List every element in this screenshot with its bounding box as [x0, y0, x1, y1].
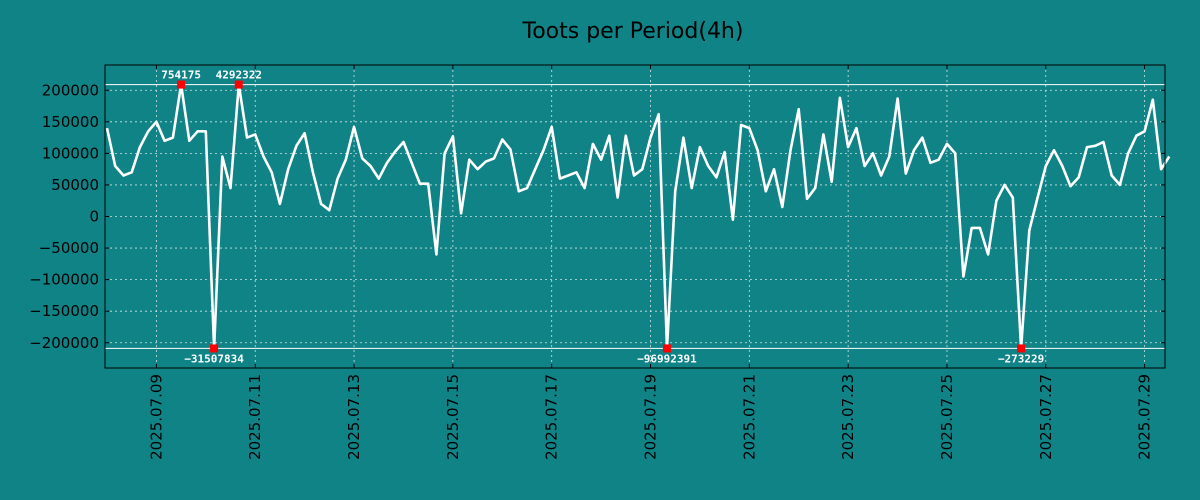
annotation-label: −273229 [998, 352, 1044, 365]
series-line-toots [105, 83, 1171, 350]
y-tick-label: 100000 [42, 144, 99, 162]
annotation-layer: 754175 −31507834 4292322 −96992391 −273229 [161, 69, 1044, 366]
y-tick-label: −50000 [39, 239, 99, 257]
x-tick-label: 2025.07.25 [938, 374, 956, 460]
x-tick-label: 2025.07.27 [1037, 374, 1055, 460]
annotation-label: −96992391 [637, 352, 697, 365]
x-tick-label: 2025.07.17 [543, 374, 561, 460]
y-tick-label: −150000 [29, 302, 99, 320]
clip-lines [105, 84, 1165, 349]
annotation-marker [210, 344, 219, 353]
x-tick-label: 2025.07.19 [642, 374, 660, 460]
y-tick-label: −200000 [29, 334, 99, 352]
x-tick-label: 2025.07.11 [246, 374, 264, 460]
x-tick-label: 2025.07.09 [147, 374, 165, 460]
x-tick-label: 2025.07.15 [444, 374, 462, 460]
x-tick-label: 2025.07.13 [345, 374, 363, 460]
annotation-marker [234, 80, 243, 89]
y-tick-label: 150000 [42, 113, 99, 131]
annotation-marker [1017, 344, 1026, 353]
y-tick-label: 0 [89, 208, 99, 226]
annotation-label: 754175 [161, 69, 201, 82]
y-tick-label: 50000 [51, 176, 99, 194]
series-layer [105, 83, 1171, 350]
tick-layer: 200000 150000 100000 50000 0 −50000 −100000 −15… [29, 65, 1165, 460]
annotation-marker [177, 80, 186, 89]
annotation-label: 4292322 [216, 69, 262, 82]
y-tick-label: −100000 [29, 271, 99, 289]
annotation-marker [662, 344, 671, 353]
annotation-label: −31507834 [184, 352, 244, 365]
chart-title: Toots per Period(4h) [522, 19, 744, 44]
x-tick-label: 2025.07.23 [839, 374, 857, 460]
grid-layer [105, 65, 1165, 368]
y-tick-label: 200000 [42, 81, 99, 99]
x-tick-label: 2025.07.21 [740, 374, 758, 460]
x-tick-label: 2025.07.29 [1136, 374, 1154, 460]
